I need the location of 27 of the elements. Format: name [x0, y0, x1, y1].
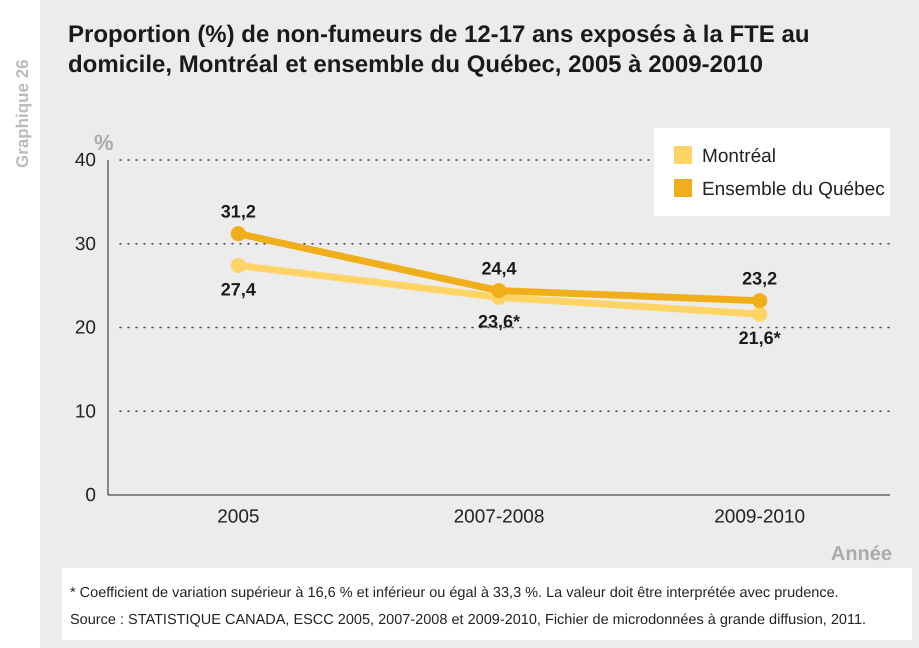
data-label: 23,6*: [478, 311, 520, 332]
chart-title: Proportion (%) de non-fumeurs de 12-17 ans exposés à la FTE au domicile, Montréal et ensemble du Québec, 2005 à 2009-2010: [68, 21, 810, 78]
x-tick-label: 2009-2010: [714, 506, 806, 528]
text: * Coefficient de variation supérieur à 16,6 % et inférieur ou égal à 33,3 %. La valeur doit être interprétée avec prudence.: [70, 585, 839, 601]
data-label: 24,4: [481, 258, 517, 279]
point: [752, 306, 768, 322]
point: [230, 226, 246, 242]
x-tick-label: 2005: [217, 506, 260, 528]
y-tick-label: 0: [85, 485, 96, 506]
data-label: 21,6*: [738, 328, 781, 348]
y-tick-label: 40: [74, 150, 96, 172]
legend-label: Montréal: [702, 146, 776, 167]
point: [752, 293, 768, 308]
y-tick-label: 10: [74, 401, 96, 422]
x-axis-title: Année: [830, 543, 892, 565]
source-note: Source : STATISTIQUE CANADA, ESCC 2005, 2007-2008 et 2009-2010, Fichier de microdonnées à grande diffusion, 2011.: [70, 612, 866, 628]
y-tick-label: 20: [74, 318, 96, 339]
point: [230, 258, 246, 274]
x-tick-label: 2007-2008: [454, 506, 544, 528]
data-label: 23,2: [742, 268, 778, 289]
data-label: 27,4: [220, 280, 256, 300]
text: Graphique 26: [13, 59, 32, 168]
y-tick-label: 30: [74, 234, 96, 255]
y-axis-title: %: [94, 130, 114, 155]
data-label: 31,2: [220, 202, 256, 222]
point: [491, 283, 507, 298]
legend-label: Ensemble du Québec: [702, 179, 885, 200]
